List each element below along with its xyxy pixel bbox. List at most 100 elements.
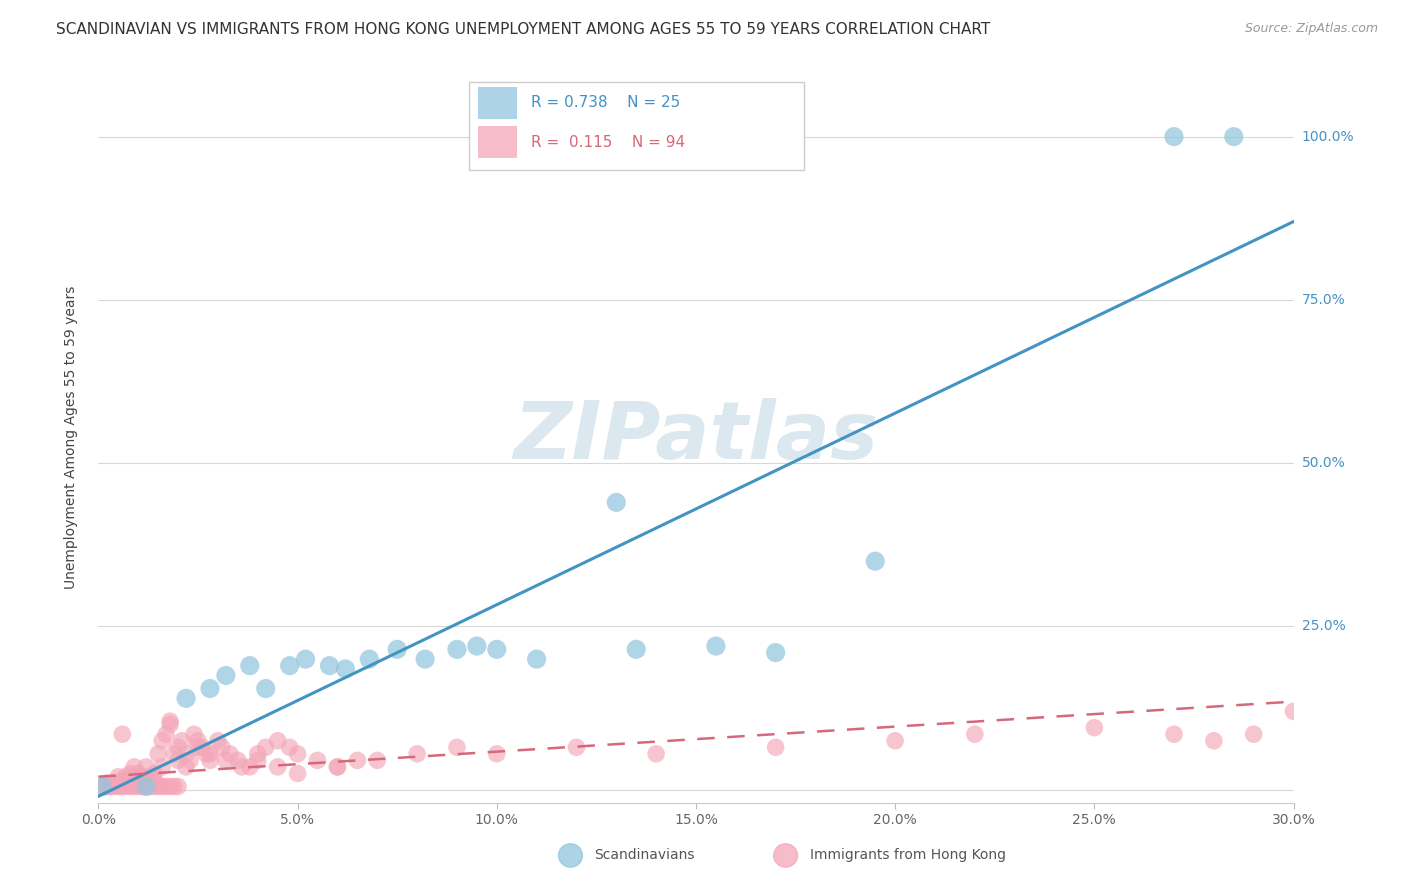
Point — [294, 652, 316, 666]
Point — [174, 747, 197, 761]
Point — [211, 740, 233, 755]
Point — [98, 776, 122, 790]
Point — [143, 766, 166, 780]
Point — [219, 747, 242, 761]
Point — [359, 652, 381, 666]
Point — [446, 740, 468, 755]
Point — [91, 780, 114, 794]
Point — [139, 770, 162, 784]
Point — [135, 772, 157, 787]
Point — [246, 747, 269, 761]
Point — [765, 740, 787, 755]
Text: Scandinavians: Scandinavians — [595, 848, 695, 863]
Point — [115, 770, 138, 784]
Point — [107, 780, 129, 794]
Point — [195, 747, 218, 761]
Point — [239, 760, 262, 774]
Point — [135, 760, 157, 774]
Point — [111, 727, 134, 741]
Point — [135, 780, 157, 794]
Point — [174, 760, 197, 774]
Point — [131, 770, 153, 784]
Point — [884, 733, 907, 747]
Point — [1202, 733, 1225, 747]
Point — [485, 747, 508, 761]
Point — [326, 760, 349, 774]
Point — [215, 753, 238, 767]
Point — [318, 658, 340, 673]
Text: ZIPatlas: ZIPatlas — [513, 398, 879, 476]
Point — [187, 733, 209, 747]
Point — [307, 753, 329, 767]
Point — [127, 780, 149, 794]
Point — [278, 740, 301, 755]
Point — [267, 733, 290, 747]
Point — [124, 780, 146, 794]
Point — [96, 780, 118, 794]
Text: 50.0%: 50.0% — [1302, 456, 1346, 470]
Point — [139, 780, 162, 794]
Point — [1243, 727, 1265, 741]
Text: 100.0%: 100.0% — [1302, 129, 1354, 144]
Point — [107, 770, 129, 784]
Point — [1083, 721, 1105, 735]
Point — [148, 747, 170, 761]
Point — [198, 747, 221, 761]
Point — [267, 760, 290, 774]
Point — [326, 760, 349, 774]
FancyBboxPatch shape — [478, 126, 517, 159]
Point — [98, 780, 122, 794]
Point — [254, 681, 277, 696]
Point — [172, 733, 194, 747]
Point — [254, 740, 277, 755]
Point — [131, 780, 153, 794]
Point — [198, 681, 221, 696]
Point — [198, 753, 221, 767]
Point — [98, 780, 122, 794]
Text: Immigrants from Hong Kong: Immigrants from Hong Kong — [810, 848, 1005, 863]
Point — [278, 658, 301, 673]
Point — [1223, 129, 1246, 144]
Point — [111, 780, 134, 794]
Point — [124, 770, 146, 784]
Point — [645, 747, 668, 761]
Point — [115, 772, 138, 787]
FancyBboxPatch shape — [478, 87, 517, 119]
Point — [765, 646, 787, 660]
Point — [187, 740, 209, 755]
Ellipse shape — [558, 844, 582, 867]
Point — [143, 780, 166, 794]
Point — [167, 753, 190, 767]
Point — [485, 642, 508, 657]
Point — [246, 753, 269, 767]
Point — [183, 727, 205, 741]
Text: 75.0%: 75.0% — [1302, 293, 1346, 307]
Text: Source: ZipAtlas.com: Source: ZipAtlas.com — [1244, 22, 1378, 36]
Point — [605, 495, 627, 509]
Point — [120, 780, 142, 794]
Point — [148, 780, 170, 794]
Point — [96, 776, 118, 790]
Point — [446, 642, 468, 657]
Point — [150, 760, 173, 774]
Point — [115, 780, 138, 794]
Point — [179, 753, 201, 767]
Point — [565, 740, 588, 755]
Point — [103, 780, 125, 794]
Point — [127, 766, 149, 780]
Point — [150, 780, 173, 794]
Ellipse shape — [773, 844, 797, 867]
Point — [287, 747, 309, 761]
Point — [155, 780, 177, 794]
Point — [103, 776, 125, 790]
Point — [963, 727, 986, 741]
Point — [239, 658, 262, 673]
Point — [526, 652, 548, 666]
Point — [335, 662, 357, 676]
Point — [287, 766, 309, 780]
Point — [207, 733, 229, 747]
Point — [406, 747, 429, 761]
Point — [163, 780, 186, 794]
Text: 25.0%: 25.0% — [1302, 619, 1346, 633]
Point — [174, 691, 197, 706]
